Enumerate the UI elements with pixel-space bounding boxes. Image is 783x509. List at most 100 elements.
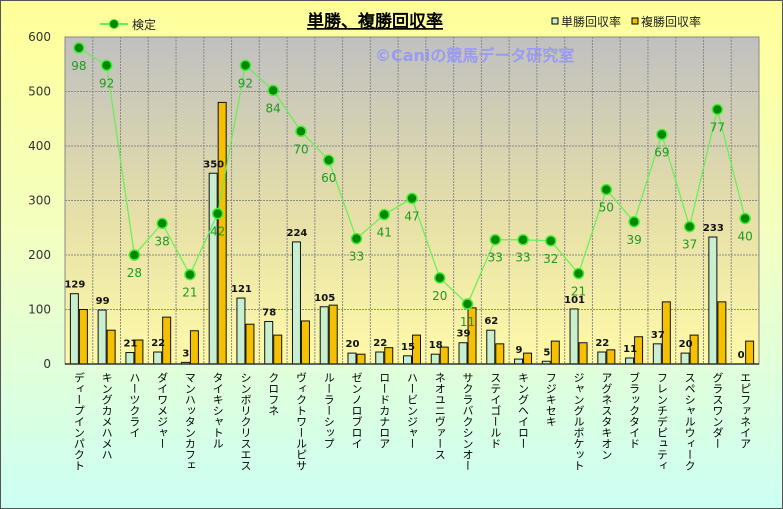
line-value-label: 40 — [737, 229, 752, 243]
line-value-label: 33 — [488, 251, 503, 265]
bar-value-label: 18 — [429, 340, 443, 351]
line-point — [656, 128, 668, 141]
line-value-label: 11 — [460, 315, 475, 329]
line-point — [711, 103, 724, 116]
line-point — [322, 154, 335, 166]
bar-value-label: 129 — [64, 280, 85, 291]
legend-tan-swatch — [551, 17, 559, 25]
x-category-label: シンボリクリスエス — [239, 372, 252, 471]
bar-fukusho — [745, 340, 755, 365]
x-category-label: フジキセキ — [544, 372, 557, 427]
line-point — [461, 298, 474, 310]
bar-tansho — [625, 357, 635, 365]
line-value-label: 70 — [293, 142, 308, 156]
line-value-label: 92 — [238, 76, 253, 90]
x-category-label: ロードカナロア — [378, 372, 391, 449]
legend-line-label: 検定 — [132, 17, 156, 32]
line-value-label: 39 — [626, 233, 641, 247]
legend-line-marker — [109, 19, 119, 29]
x-category-label: ハーツクライ — [128, 372, 141, 438]
bar-value-label: 20 — [679, 339, 693, 350]
line-value-label: 28 — [127, 266, 142, 280]
bar-tansho — [430, 353, 440, 365]
bar-value-label: 37 — [651, 330, 665, 341]
bar-tansho — [69, 293, 79, 365]
bar-tansho — [486, 329, 496, 365]
bar-fukusho — [106, 329, 116, 365]
y-tick-label: 300 — [28, 194, 51, 208]
x-category-label: ハービンジャー — [406, 372, 419, 449]
y-tick-label: 400 — [28, 139, 51, 153]
x-category-label: ダイワメジャー — [156, 372, 169, 449]
line-value-label: 47 — [404, 209, 419, 223]
line-point — [600, 183, 613, 196]
line-point — [350, 232, 363, 245]
x-category-label: タイキシャトル — [211, 372, 224, 449]
line-value-label: 33 — [515, 251, 530, 265]
bar-value-label: 99 — [96, 296, 110, 307]
bar-value-label: 22 — [373, 338, 387, 349]
line-point — [545, 235, 557, 247]
legend-fuku-label: 複勝回収率 — [641, 14, 701, 29]
x-category-label: ジャングルポケット — [572, 372, 585, 471]
y-tick-label: 600 — [28, 30, 51, 44]
y-tick-label: 500 — [28, 85, 51, 99]
legend-tan-label: 単勝回収率 — [561, 14, 621, 29]
x-category-label: グラスワンダー — [711, 372, 724, 449]
bar-fukusho — [550, 340, 560, 365]
line-point — [73, 42, 85, 54]
line-value-label: 98 — [71, 59, 86, 73]
line-point — [683, 220, 696, 233]
line-value-label: 20 — [432, 289, 447, 303]
line-point — [406, 192, 418, 205]
bar-fukusho — [523, 352, 533, 365]
line-value-label: 84 — [266, 101, 281, 115]
line-point — [489, 233, 502, 246]
x-category-label: サクラバクシンオー — [461, 372, 474, 471]
bar-value-label: 101 — [564, 295, 585, 306]
x-category-label: エピファネイア — [739, 372, 752, 449]
bar-value-label: 22 — [151, 338, 165, 349]
line-point — [267, 84, 279, 97]
line-point — [517, 233, 529, 246]
line-value-label: 41 — [377, 226, 392, 240]
line-point — [434, 272, 446, 284]
bar-fukusho — [717, 301, 727, 365]
bar-tansho — [569, 308, 579, 365]
bar-value-label: 5 — [543, 347, 550, 358]
legend-line: 検定 — [100, 17, 156, 32]
bar-value-label: 22 — [595, 338, 609, 349]
line-point — [184, 268, 196, 281]
line-point — [628, 216, 640, 228]
chart-title: 単勝、複勝回収率 — [307, 11, 443, 32]
line-point — [295, 125, 307, 138]
y-tick-label: 100 — [28, 303, 51, 317]
bar-value-label: 350 — [203, 159, 224, 170]
bar-value-label: 0 — [738, 350, 745, 361]
bar-fukusho — [245, 323, 255, 365]
line-value-label: 77 — [710, 120, 725, 134]
line-point — [239, 59, 252, 72]
bar-value-label: 20 — [346, 339, 360, 350]
line-point — [156, 217, 168, 230]
x-category-label: ルーラーシップ — [322, 372, 335, 449]
bar-value-label: 11 — [623, 344, 637, 355]
bar-fukusho — [189, 330, 199, 365]
bar-fukusho — [356, 353, 366, 365]
x-category-label: ディープインパクト — [72, 371, 85, 471]
bar-tansho — [403, 355, 412, 365]
line-point — [100, 59, 113, 72]
bar-fukusho — [578, 342, 588, 365]
x-category-label: スペシャルウィーク — [683, 372, 696, 471]
line-value-label: 42 — [210, 225, 225, 239]
bar-tansho — [375, 351, 385, 365]
line-point — [378, 208, 390, 221]
bar-tansho — [652, 343, 662, 365]
x-category-label: キングカメハメハ — [100, 372, 113, 460]
bar-value-label: 233 — [703, 223, 724, 234]
x-category-label: アグネスタキオン — [600, 372, 613, 460]
bar-value-label: 3 — [182, 348, 189, 359]
bar-tansho — [347, 352, 357, 365]
bar-value-label: 224 — [287, 228, 308, 239]
bar-tansho — [597, 351, 607, 365]
